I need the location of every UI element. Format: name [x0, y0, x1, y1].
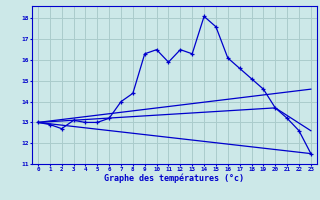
X-axis label: Graphe des températures (°c): Graphe des températures (°c) [104, 173, 244, 183]
